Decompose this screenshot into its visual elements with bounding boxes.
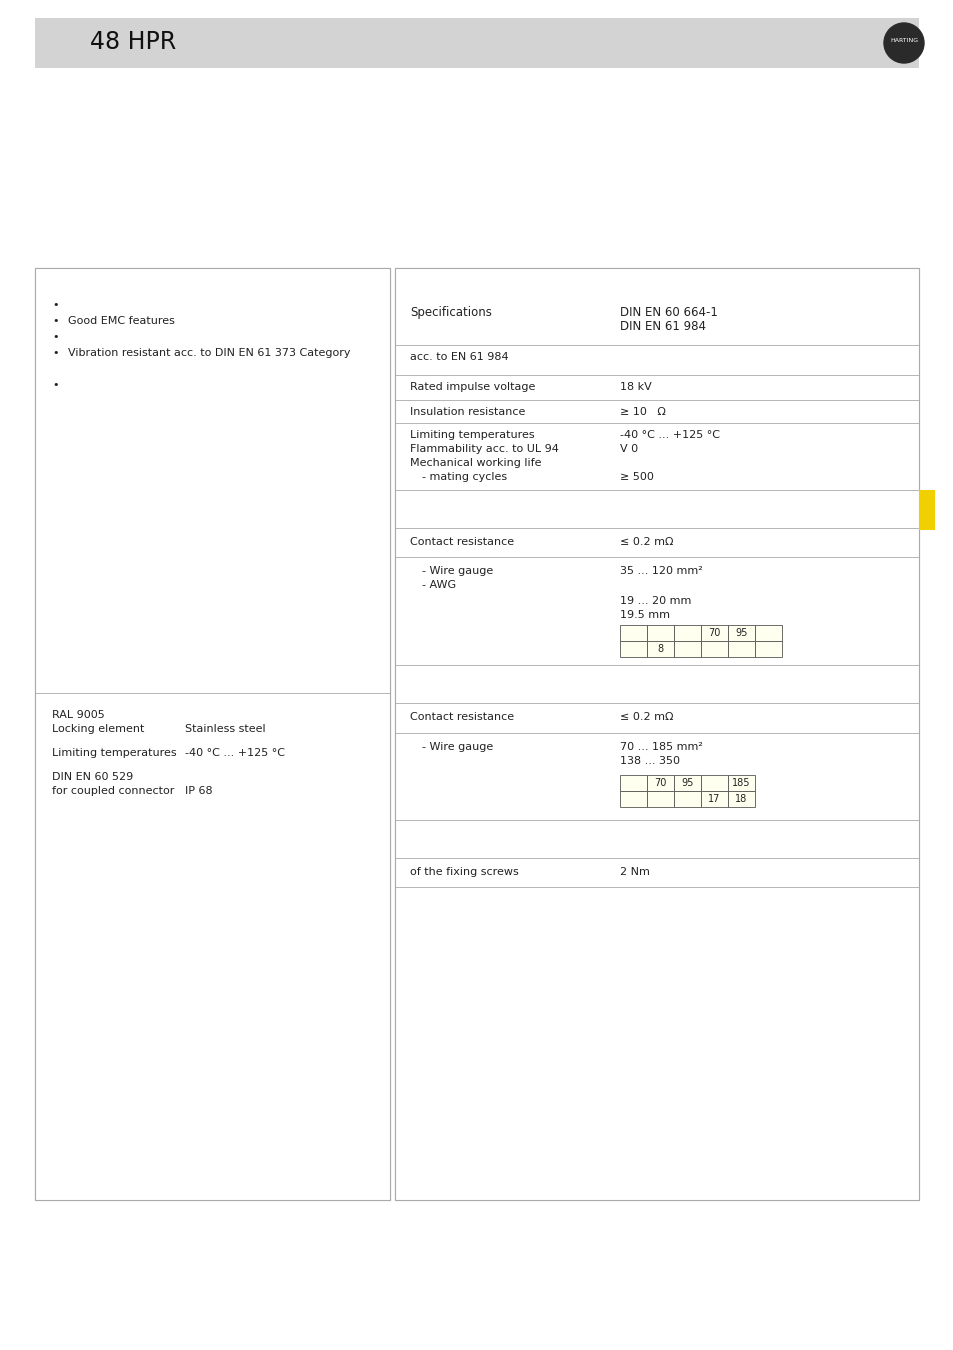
Bar [754,641,781,657]
Text: 35 ... 120 mm²: 35 ... 120 mm² [619,566,702,576]
Text: Mechanical working life: Mechanical working life [410,458,541,468]
Bar [700,641,727,657]
Text: acc. to EN 61 984: acc. to EN 61 984 [410,352,508,362]
Bar [619,641,646,657]
Text: DIN EN 60 664-1: DIN EN 60 664-1 [619,306,717,319]
Text: 185: 185 [732,778,750,788]
Text: •: • [52,379,58,390]
Text: ≤ 0.2 mΩ: ≤ 0.2 mΩ [619,711,673,722]
Text: ≥ 500: ≥ 500 [619,472,653,482]
Text: - AWG: - AWG [421,580,456,590]
Text: •: • [52,348,58,358]
Text: Contact resistance: Contact resistance [410,537,514,547]
Text: 18 kV: 18 kV [619,382,651,391]
Text: •: • [52,332,58,342]
Bar [646,641,673,657]
Bar [754,625,781,641]
Text: 138 ... 350: 138 ... 350 [619,756,679,765]
Bar [395,830,918,859]
Bar [35,76,918,261]
Circle shape [883,23,923,63]
Text: Flammability acc. to UL 94: Flammability acc. to UL 94 [410,444,558,454]
Bar [35,269,390,1200]
Text: - Wire gauge: - Wire gauge [421,566,493,576]
Bar [619,625,646,641]
Bar [727,791,754,807]
Bar [395,675,918,703]
Text: 95: 95 [680,778,693,788]
Text: •: • [52,316,58,325]
Text: Specifications: Specifications [410,306,492,319]
Text: 19 ... 20 mm: 19 ... 20 mm [619,595,691,606]
Bar [673,775,700,791]
Bar [395,269,918,1200]
Text: DIN EN 61 984: DIN EN 61 984 [619,320,705,333]
Text: 2 Nm: 2 Nm [619,867,649,878]
Text: 95: 95 [735,628,747,639]
Text: Good EMC features: Good EMC features [68,316,174,325]
Text: IP 68: IP 68 [185,786,213,796]
Text: 48 HPR: 48 HPR [90,30,176,54]
Text: - mating cycles: - mating cycles [421,472,507,482]
Text: of the fixing screws: of the fixing screws [410,867,518,878]
Bar [35,666,390,693]
Text: ≤ 0.2 mΩ: ≤ 0.2 mΩ [619,537,673,547]
Text: 70: 70 [654,778,666,788]
Bar [646,625,673,641]
Bar [395,500,918,528]
Text: RAL 9005: RAL 9005 [52,710,105,720]
Bar [700,775,727,791]
Text: V 0: V 0 [619,444,638,454]
Text: DIN EN 60 529: DIN EN 60 529 [52,772,133,782]
Text: ≥ 10   Ω: ≥ 10 Ω [619,406,665,417]
Text: 18: 18 [735,794,747,805]
Text: for coupled connector: for coupled connector [52,786,174,796]
Text: •: • [52,300,58,310]
Text: 19.5 mm: 19.5 mm [619,610,669,620]
Bar [673,625,700,641]
Bar [35,269,390,1200]
Text: Limiting temperatures: Limiting temperatures [52,748,176,757]
Bar [727,625,754,641]
Bar [35,269,390,1200]
Bar [727,775,754,791]
Bar [646,775,673,791]
Text: -40 °C ... +125 °C: -40 °C ... +125 °C [619,431,720,440]
Bar [395,269,918,300]
Text: Limiting temperatures: Limiting temperatures [410,431,534,440]
Bar [700,625,727,641]
Text: - Wire gauge: - Wire gauge [421,743,493,752]
Text: Locking element: Locking element [52,724,144,734]
Text: Contact resistance: Contact resistance [410,711,514,722]
Text: Rated impulse voltage: Rated impulse voltage [410,382,535,391]
Text: Insulation resistance: Insulation resistance [410,406,525,417]
Bar [727,641,754,657]
Bar [395,269,918,1200]
Text: Vibration resistant acc. to DIN EN 61 373 Category: Vibration resistant acc. to DIN EN 61 37… [68,348,350,358]
Bar [673,791,700,807]
Bar [619,791,646,807]
Text: -40 °C ... +125 °C: -40 °C ... +125 °C [185,748,285,757]
Bar [395,269,918,1200]
Bar [35,269,390,300]
Text: 8: 8 [657,644,663,653]
Bar [700,791,727,807]
Bar [35,18,918,68]
Bar [646,791,673,807]
Text: Stainless steel: Stainless steel [185,724,265,734]
Text: 17: 17 [707,794,720,805]
Bar [918,490,934,531]
Text: 70: 70 [707,628,720,639]
Text: 70 ... 185 mm²: 70 ... 185 mm² [619,743,702,752]
Text: HARTING: HARTING [889,38,917,43]
Bar [673,641,700,657]
Bar [619,775,646,791]
